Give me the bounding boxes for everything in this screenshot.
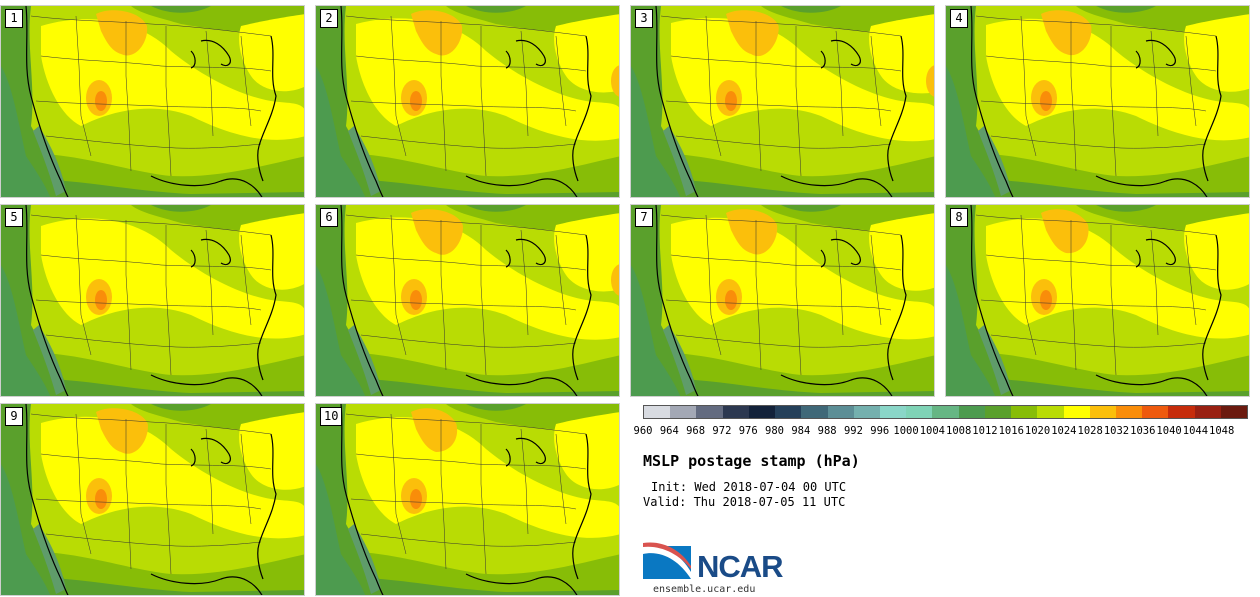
legend-swatch-5: [775, 406, 802, 418]
legend-swatch-19: [1142, 406, 1169, 418]
legend-tick: 960: [633, 425, 653, 437]
plot-title: MSLP postage stamp (hPa): [643, 452, 860, 470]
legend-swatch-18: [1115, 406, 1143, 418]
logo-url: ensemble.ucar.edu: [653, 584, 756, 595]
panel-number-label: 8: [950, 208, 968, 227]
legend-swatch-10: [906, 406, 933, 418]
legend-tick: 1008: [945, 425, 972, 437]
legend-tick: 984: [791, 425, 811, 437]
mslp-map: [1, 205, 304, 396]
mslp-map: [1, 6, 304, 197]
legend-tick: 972: [712, 425, 732, 437]
init-time: Init: Wed 2018-07-04 00 UTC: [651, 480, 847, 494]
legend-swatch-1: [670, 406, 697, 418]
legend-tick: 1000: [893, 425, 919, 437]
logo-name: NCAR: [697, 549, 784, 584]
legend-tick: 968: [686, 425, 706, 437]
legend-swatch-6: [801, 406, 828, 418]
legend-swatch-16: [1063, 406, 1090, 418]
legend-swatch-7: [827, 406, 854, 418]
legend-swatch-20: [1168, 406, 1195, 418]
map-panel-10: 10: [315, 403, 620, 596]
legend-tick: 996: [870, 425, 890, 437]
panel-number-label: 3: [635, 9, 653, 28]
map-panel-2: 2: [315, 5, 620, 198]
map-panel-3: 3: [630, 5, 935, 198]
legend-swatch-17: [1089, 406, 1116, 418]
map-panel-5: 5: [0, 204, 305, 397]
legend-tick: 976: [738, 425, 758, 437]
legend-tick: 1024: [1051, 425, 1077, 437]
mslp-map: [946, 205, 1249, 396]
panel-number-label: 7: [635, 208, 653, 227]
mslp-map: [946, 6, 1249, 197]
mslp-map: [631, 205, 934, 396]
ncar-logo-icon: [643, 542, 691, 579]
legend-swatch-21: [1194, 406, 1221, 418]
legend-tick: 1036: [1130, 425, 1156, 437]
legend-tick: 1016: [998, 425, 1024, 437]
legend-swatch-8: [853, 406, 880, 418]
panel-number-label: 2: [320, 9, 338, 28]
color-legend: [643, 405, 1248, 419]
legend-tick: 1012: [972, 425, 998, 437]
legend-tick: 1040: [1156, 425, 1182, 437]
legend-swatch-15: [1037, 406, 1064, 418]
legend-swatch-13: [984, 406, 1012, 418]
legend-swatch-4: [748, 406, 776, 418]
map-panel-8: 8: [945, 204, 1250, 397]
legend-swatch-3: [722, 406, 749, 418]
legend-swatch-11: [932, 406, 959, 418]
legend-ticks: 960 964 968 972 976 980 984 988 992 996 1000 1004 10…: [633, 425, 1258, 439]
mslp-map: [316, 205, 619, 396]
map-panel-1: 1: [0, 5, 305, 198]
mslp-map: [316, 6, 619, 197]
legend-tick: 980: [765, 425, 784, 437]
panel-number-label: 4: [950, 9, 968, 28]
legend-tick: 1020: [1024, 425, 1051, 437]
map-panel-9: 9: [0, 403, 305, 596]
panel-number-label: 6: [320, 208, 338, 227]
mslp-map: [1, 404, 304, 595]
legend-swatch-14: [1011, 406, 1038, 418]
legend-tick: 992: [843, 425, 863, 437]
mslp-map: [631, 6, 934, 197]
legend-tick: 1004: [919, 425, 945, 437]
legend-swatch-22: [1220, 406, 1248, 418]
panel-number-label: 1: [5, 9, 23, 28]
legend-swatch-2: [696, 406, 723, 418]
legend-tick: 964: [659, 425, 679, 437]
panel-number-label: 9: [5, 407, 23, 426]
legend-swatch-12: [958, 406, 985, 418]
legend-tick: 1048: [1209, 425, 1235, 437]
legend-tick: 1044: [1182, 425, 1209, 437]
panel-number-label: 10: [320, 407, 343, 426]
legend-tick: 1028: [1077, 425, 1103, 437]
map-panel-7: 7: [630, 204, 935, 397]
map-panel-4: 4: [945, 5, 1250, 198]
mslp-map: [316, 404, 619, 595]
legend-tick: 988: [817, 425, 837, 437]
valid-time: Valid: Thu 2018-07-05 11 UTC: [643, 495, 846, 509]
panel-number-label: 5: [5, 208, 23, 227]
map-panel-6: 6: [315, 204, 620, 397]
legend-swatch-0: [644, 406, 671, 418]
legend-swatch-9: [879, 406, 907, 418]
legend-tick: 1032: [1103, 425, 1130, 437]
